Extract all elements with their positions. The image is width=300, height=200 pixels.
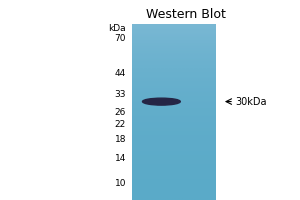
Text: 14: 14 [115, 154, 126, 163]
Text: 70: 70 [115, 34, 126, 43]
Ellipse shape [142, 98, 180, 105]
Text: kDa: kDa [108, 24, 126, 33]
Text: 10: 10 [115, 179, 126, 188]
Text: 22: 22 [115, 120, 126, 129]
Text: Western Blot: Western Blot [146, 8, 226, 21]
Text: 26: 26 [115, 108, 126, 117]
Text: 44: 44 [115, 69, 126, 78]
Text: 18: 18 [115, 135, 126, 144]
Text: 30kDa: 30kDa [236, 97, 267, 107]
Text: 33: 33 [115, 90, 126, 99]
